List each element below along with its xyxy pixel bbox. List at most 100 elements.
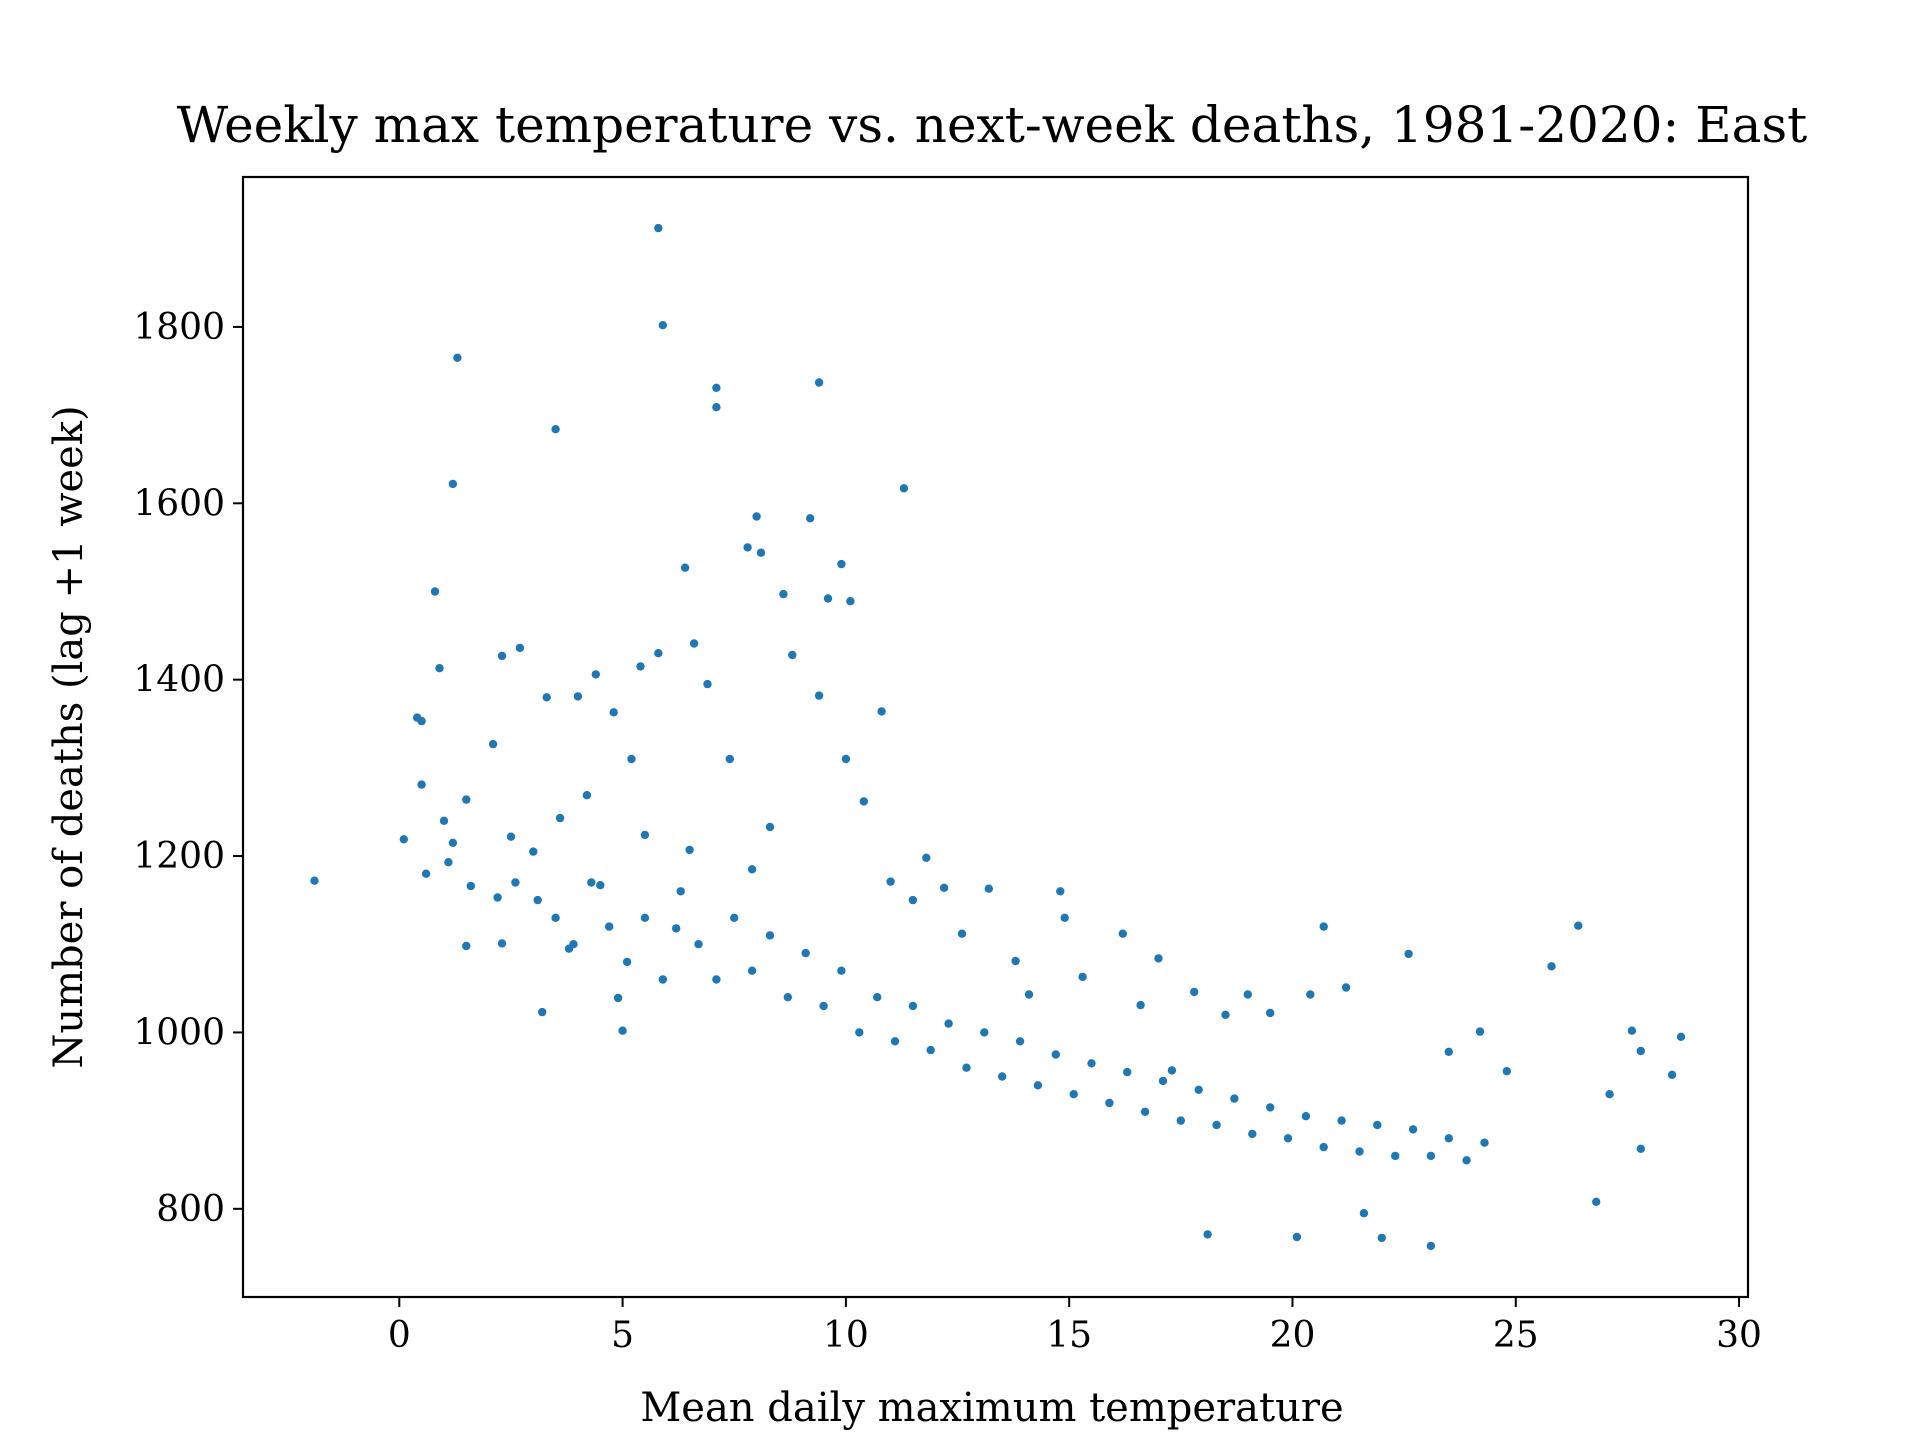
data-point bbox=[1078, 972, 1087, 982]
data-point bbox=[1676, 1032, 1686, 1042]
data-point bbox=[1230, 1094, 1239, 1103]
plot-frame bbox=[241, 175, 1750, 1299]
data-point bbox=[1404, 949, 1413, 959]
data-point bbox=[1502, 1067, 1512, 1076]
data-point bbox=[497, 651, 507, 661]
x-tick-label: 0 bbox=[388, 1315, 411, 1356]
data-point bbox=[814, 691, 824, 700]
chart-title: Weekly max temperature vs. next-week dea… bbox=[177, 96, 1808, 154]
data-point bbox=[551, 913, 560, 922]
data-point bbox=[819, 1001, 828, 1011]
data-point bbox=[1319, 1142, 1328, 1152]
data-point bbox=[636, 662, 645, 671]
data-point bbox=[1636, 1046, 1646, 1056]
data-point bbox=[1167, 1066, 1177, 1075]
data-point bbox=[725, 754, 734, 764]
data-point bbox=[1118, 929, 1128, 938]
data-point bbox=[573, 692, 583, 701]
data-point bbox=[1194, 1085, 1203, 1095]
data-point bbox=[1087, 1059, 1096, 1068]
y-tick-label: 800 bbox=[156, 1189, 225, 1230]
data-point bbox=[1337, 1116, 1346, 1125]
data-point bbox=[1212, 1120, 1221, 1130]
data-point bbox=[877, 707, 886, 716]
data-point bbox=[551, 425, 560, 434]
data-point bbox=[1574, 921, 1583, 930]
data-point bbox=[1444, 1047, 1454, 1057]
data-point bbox=[752, 512, 761, 521]
x-tick-label: 15 bbox=[1046, 1315, 1092, 1356]
data-point bbox=[1056, 887, 1065, 896]
y-tick-label: 1800 bbox=[133, 307, 225, 348]
data-point bbox=[497, 939, 507, 948]
y-tick-label: 1400 bbox=[133, 660, 225, 701]
x-tick-label: 30 bbox=[1716, 1315, 1762, 1356]
data-point bbox=[654, 223, 663, 233]
data-point bbox=[1266, 1103, 1275, 1112]
data-point bbox=[846, 597, 855, 606]
y-axis-ticks: 800 1000 1200 1400 1600 1800 bbox=[133, 307, 243, 1230]
data-point bbox=[640, 913, 650, 922]
data-point bbox=[1475, 1027, 1485, 1036]
data-point bbox=[886, 877, 895, 886]
data-point bbox=[984, 884, 993, 893]
data-point bbox=[1391, 1151, 1400, 1161]
data-point bbox=[765, 822, 775, 832]
data-point bbox=[1605, 1090, 1614, 1099]
data-point bbox=[618, 1026, 627, 1035]
data-point bbox=[823, 594, 833, 603]
data-point bbox=[1011, 956, 1020, 966]
data-point bbox=[587, 878, 596, 887]
data-point bbox=[596, 881, 605, 890]
data-point bbox=[1190, 987, 1199, 997]
data-point bbox=[640, 830, 650, 840]
data-point bbox=[1667, 1070, 1677, 1080]
data-point bbox=[1292, 1232, 1302, 1242]
data-point bbox=[756, 548, 766, 557]
x-tick-label: 10 bbox=[823, 1315, 869, 1356]
y-axis-label: Number of deaths (lag +1 week) bbox=[46, 405, 92, 1068]
data-point bbox=[439, 816, 449, 825]
data-point bbox=[694, 940, 703, 949]
data-point bbox=[806, 514, 815, 523]
data-point bbox=[533, 895, 542, 905]
data-point bbox=[703, 679, 712, 689]
data-point bbox=[908, 1001, 918, 1011]
data-point bbox=[957, 929, 967, 938]
data-point bbox=[1636, 1144, 1646, 1154]
y-tick-label: 1200 bbox=[133, 836, 225, 877]
data-point bbox=[730, 913, 739, 922]
x-tick-label: 5 bbox=[611, 1315, 634, 1356]
data-point bbox=[462, 795, 471, 804]
data-point bbox=[944, 1019, 953, 1028]
data-point bbox=[1203, 1230, 1212, 1239]
data-point bbox=[430, 587, 440, 596]
data-point bbox=[1480, 1138, 1489, 1147]
data-point bbox=[1283, 1134, 1293, 1143]
data-point bbox=[855, 1028, 864, 1037]
data-point bbox=[444, 858, 453, 867]
data-point bbox=[899, 484, 909, 493]
data-point bbox=[747, 865, 757, 874]
data-point bbox=[511, 878, 520, 887]
data-point bbox=[462, 941, 471, 951]
data-point bbox=[1341, 983, 1351, 992]
data-point bbox=[421, 869, 431, 878]
data-point bbox=[712, 383, 721, 392]
data-points bbox=[310, 223, 1686, 1251]
data-point bbox=[689, 639, 699, 648]
x-tick-label: 25 bbox=[1493, 1315, 1539, 1356]
data-point bbox=[926, 1045, 935, 1055]
data-point bbox=[712, 975, 721, 984]
data-point bbox=[685, 845, 694, 855]
data-point bbox=[779, 589, 788, 599]
data-point bbox=[435, 664, 444, 673]
data-point bbox=[837, 559, 846, 569]
data-point bbox=[743, 543, 752, 552]
data-point bbox=[1123, 1067, 1132, 1077]
data-point bbox=[493, 893, 502, 902]
data-point bbox=[1176, 1116, 1186, 1125]
data-point bbox=[399, 835, 408, 844]
data-point bbox=[765, 931, 775, 940]
